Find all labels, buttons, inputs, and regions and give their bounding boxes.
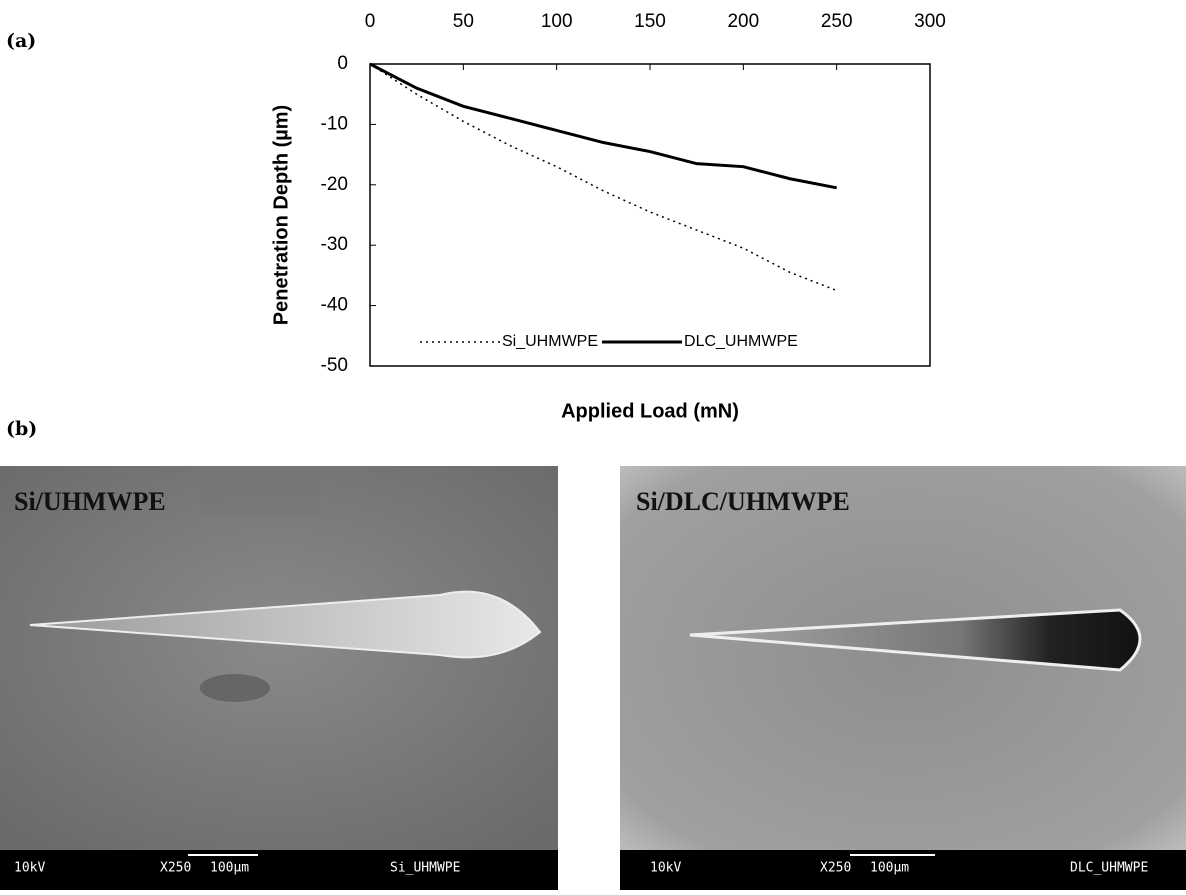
x-tick-label: 50 (453, 11, 474, 32)
y-axis-title: Penetration Depth (µm) (270, 105, 292, 325)
magnification: X250 (820, 861, 851, 876)
x-tick-label: 150 (634, 11, 666, 32)
y-tick-label: -40 (321, 295, 348, 316)
x-axis-title: Applied Load (mN) (561, 400, 739, 422)
y-tick-label: -10 (321, 113, 348, 134)
chart: 0 50 100 150 200 250 300 0 -10 -20 -30 -40 -50 Applie… (270, 11, 946, 422)
scratch (689, 608, 1142, 672)
image-title: Si/DLC/UHMWPE (636, 487, 850, 516)
scale: 100µm (870, 861, 909, 876)
info-bar (0, 850, 558, 890)
scale: 100µm (210, 861, 249, 876)
magnification: X250 (160, 861, 191, 876)
y-tick-label: -50 (321, 355, 348, 376)
image-title: Si/UHMWPE (14, 487, 166, 516)
panel-label: (b) (6, 418, 37, 440)
x-tick-label: 100 (541, 11, 573, 32)
y-tick-label: -30 (321, 234, 348, 255)
image-detail (200, 466, 320, 516)
voltage: 10kV (650, 861, 681, 876)
sample: DLC_UHMWPE (1070, 861, 1148, 876)
plot-area (369, 63, 931, 367)
legend-label: Si_UHMWPE (502, 333, 598, 350)
y-tick-label: -20 (321, 174, 348, 195)
info-bar (620, 850, 1186, 890)
legend-label: DLC_UHMWPE (684, 333, 798, 350)
panel-label: (a) (6, 30, 36, 52)
x-tick-label: 250 (821, 11, 853, 32)
image-detail (200, 674, 270, 702)
voltage: 10kV (14, 861, 45, 876)
x-tick-label: 0 (365, 11, 376, 32)
x-tick-label: 200 (727, 11, 759, 32)
x-tick-label: 300 (914, 11, 946, 32)
series-line (369, 63, 837, 292)
sem-image: Si/DLC/UHMWPE 10kV X250 100µm DLC_UHMWPE (620, 466, 1186, 890)
series-line (369, 62, 837, 190)
sample: Si_UHMWPE (390, 861, 460, 876)
y-tick-label: 0 (337, 53, 348, 74)
scratch (29, 590, 542, 659)
sem-image: Si/UHMWPE 10kV X250 100µm Si_UHMWPE (0, 466, 558, 890)
